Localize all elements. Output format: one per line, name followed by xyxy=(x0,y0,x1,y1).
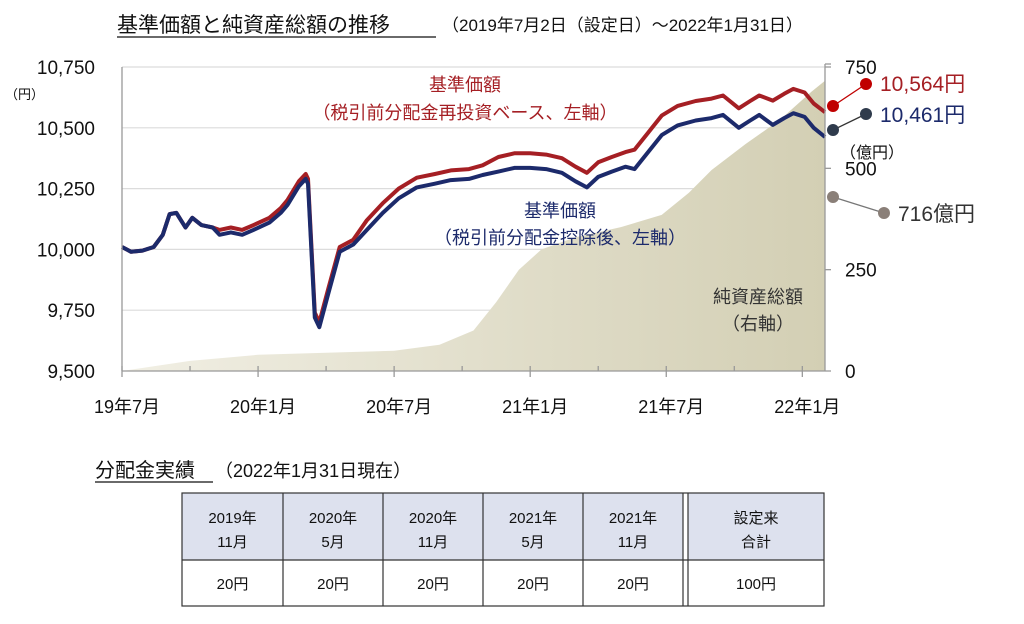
x-tick-label: 20年1月 xyxy=(230,397,296,417)
table-header-line1: 2021年 xyxy=(509,510,557,527)
right-tick-label: 0 xyxy=(845,362,856,383)
left-tick-label: 9,500 xyxy=(47,362,95,383)
table-header-line2: 5月 xyxy=(321,534,344,551)
tick-labels: 10,750 10,500 10,250 10,000 9,750 9,500 750 500… xyxy=(37,58,877,417)
latest-blue-callout: 10,461円 xyxy=(827,104,965,136)
area-marker xyxy=(878,207,890,219)
table-header-line1: 2021年 xyxy=(609,510,657,527)
red-series-label: 基準価額 xyxy=(429,75,501,95)
table-header-cell xyxy=(483,493,583,560)
red-marker xyxy=(860,78,872,90)
table-value-cell: 20円 xyxy=(217,576,249,593)
red-marker xyxy=(827,100,839,112)
left-tick-label: 10,250 xyxy=(37,180,95,201)
latest-blue-value: 10,461円 xyxy=(880,104,965,127)
x-tick-label: 20年7月 xyxy=(366,397,432,417)
table-value-cell: 100円 xyxy=(736,576,776,593)
left-tick-label: 10,000 xyxy=(37,240,95,261)
table-header-cell xyxy=(688,493,824,560)
table-header-line1: 設定来 xyxy=(733,510,778,527)
table-value-cell: 20円 xyxy=(417,576,449,593)
right-tick-label: 250 xyxy=(845,261,877,282)
table-header-line1: 2020年 xyxy=(309,510,357,527)
table-header-line1: 2020年 xyxy=(409,510,457,527)
x-tick-label: 19年7月 xyxy=(94,397,160,417)
left-tick-label: 10,750 xyxy=(37,58,95,79)
table-value-cell: 20円 xyxy=(617,576,649,593)
net-assets-area xyxy=(122,80,825,372)
latest-area-callout: 716億円 xyxy=(827,191,975,226)
axes xyxy=(121,63,831,377)
distribution-title: 分配金実績 xyxy=(95,459,195,482)
latest-area-value: 716億円 xyxy=(898,203,975,226)
area-series-sublabel: （右軸） xyxy=(722,314,794,334)
blue-series-label: 基準価額 xyxy=(524,201,596,221)
area-marker xyxy=(827,191,839,203)
distribution-subtitle: （2022年1月31日現在） xyxy=(215,461,411,481)
table-header-line2: 5月 xyxy=(521,534,544,551)
table-header-line2: 合計 xyxy=(741,534,771,551)
distribution-table: 2019年 11月 20円 2020年 5月 20円 2020年 11月 20円 2021年 5月 2… xyxy=(181,492,825,607)
table-header-cell xyxy=(182,493,283,560)
area-series-label: 純資産総額 xyxy=(713,287,803,307)
x-tick-label: 21年7月 xyxy=(638,397,704,417)
table-header-cell xyxy=(283,493,383,560)
x-tick-label: 22年1月 xyxy=(774,397,840,417)
table-value-cell: 20円 xyxy=(517,576,549,593)
distribution-section: 分配金実績 （2022年1月31日現在） 2019年11月20円2020年5月2… xyxy=(95,459,825,607)
right-axis-unit: （億円） xyxy=(840,144,904,162)
table-header-line2: 11月 xyxy=(217,534,248,551)
table-header-cell xyxy=(583,493,683,560)
red-series-sublabel: （税引前分配金再投資ベース、左軸） xyxy=(312,103,617,123)
table-border xyxy=(181,492,825,607)
nav-after-distribution-line xyxy=(121,111,827,330)
left-tick-label: 9,750 xyxy=(47,301,95,322)
latest-red-callout: 10,564円 xyxy=(827,73,965,112)
latest-red-value: 10,564円 xyxy=(880,73,965,96)
blue-series-sublabel: （税引前分配金控除後、左軸） xyxy=(434,228,686,248)
x-tick-label: 21年1月 xyxy=(502,397,568,417)
blue-marker xyxy=(860,108,872,120)
right-tick-label: 750 xyxy=(845,58,877,79)
blue-marker xyxy=(827,124,839,136)
left-tick-label: 10,500 xyxy=(37,119,95,140)
chart-subtitle: （2019年7月2日（設定日）～2022年1月31日） xyxy=(442,16,803,35)
left-axis-unit: （円） xyxy=(5,87,44,102)
right-tick-label: 500 xyxy=(845,159,877,180)
table-header-cell xyxy=(383,493,483,560)
chart-title: 基準価額と純資産総額の推移 xyxy=(117,14,390,37)
table-header-line2: 11月 xyxy=(618,534,649,551)
table-value-cell: 20円 xyxy=(317,576,349,593)
table-header-line1: 2019年 xyxy=(208,510,256,527)
table-header-line2: 11月 xyxy=(418,534,449,551)
